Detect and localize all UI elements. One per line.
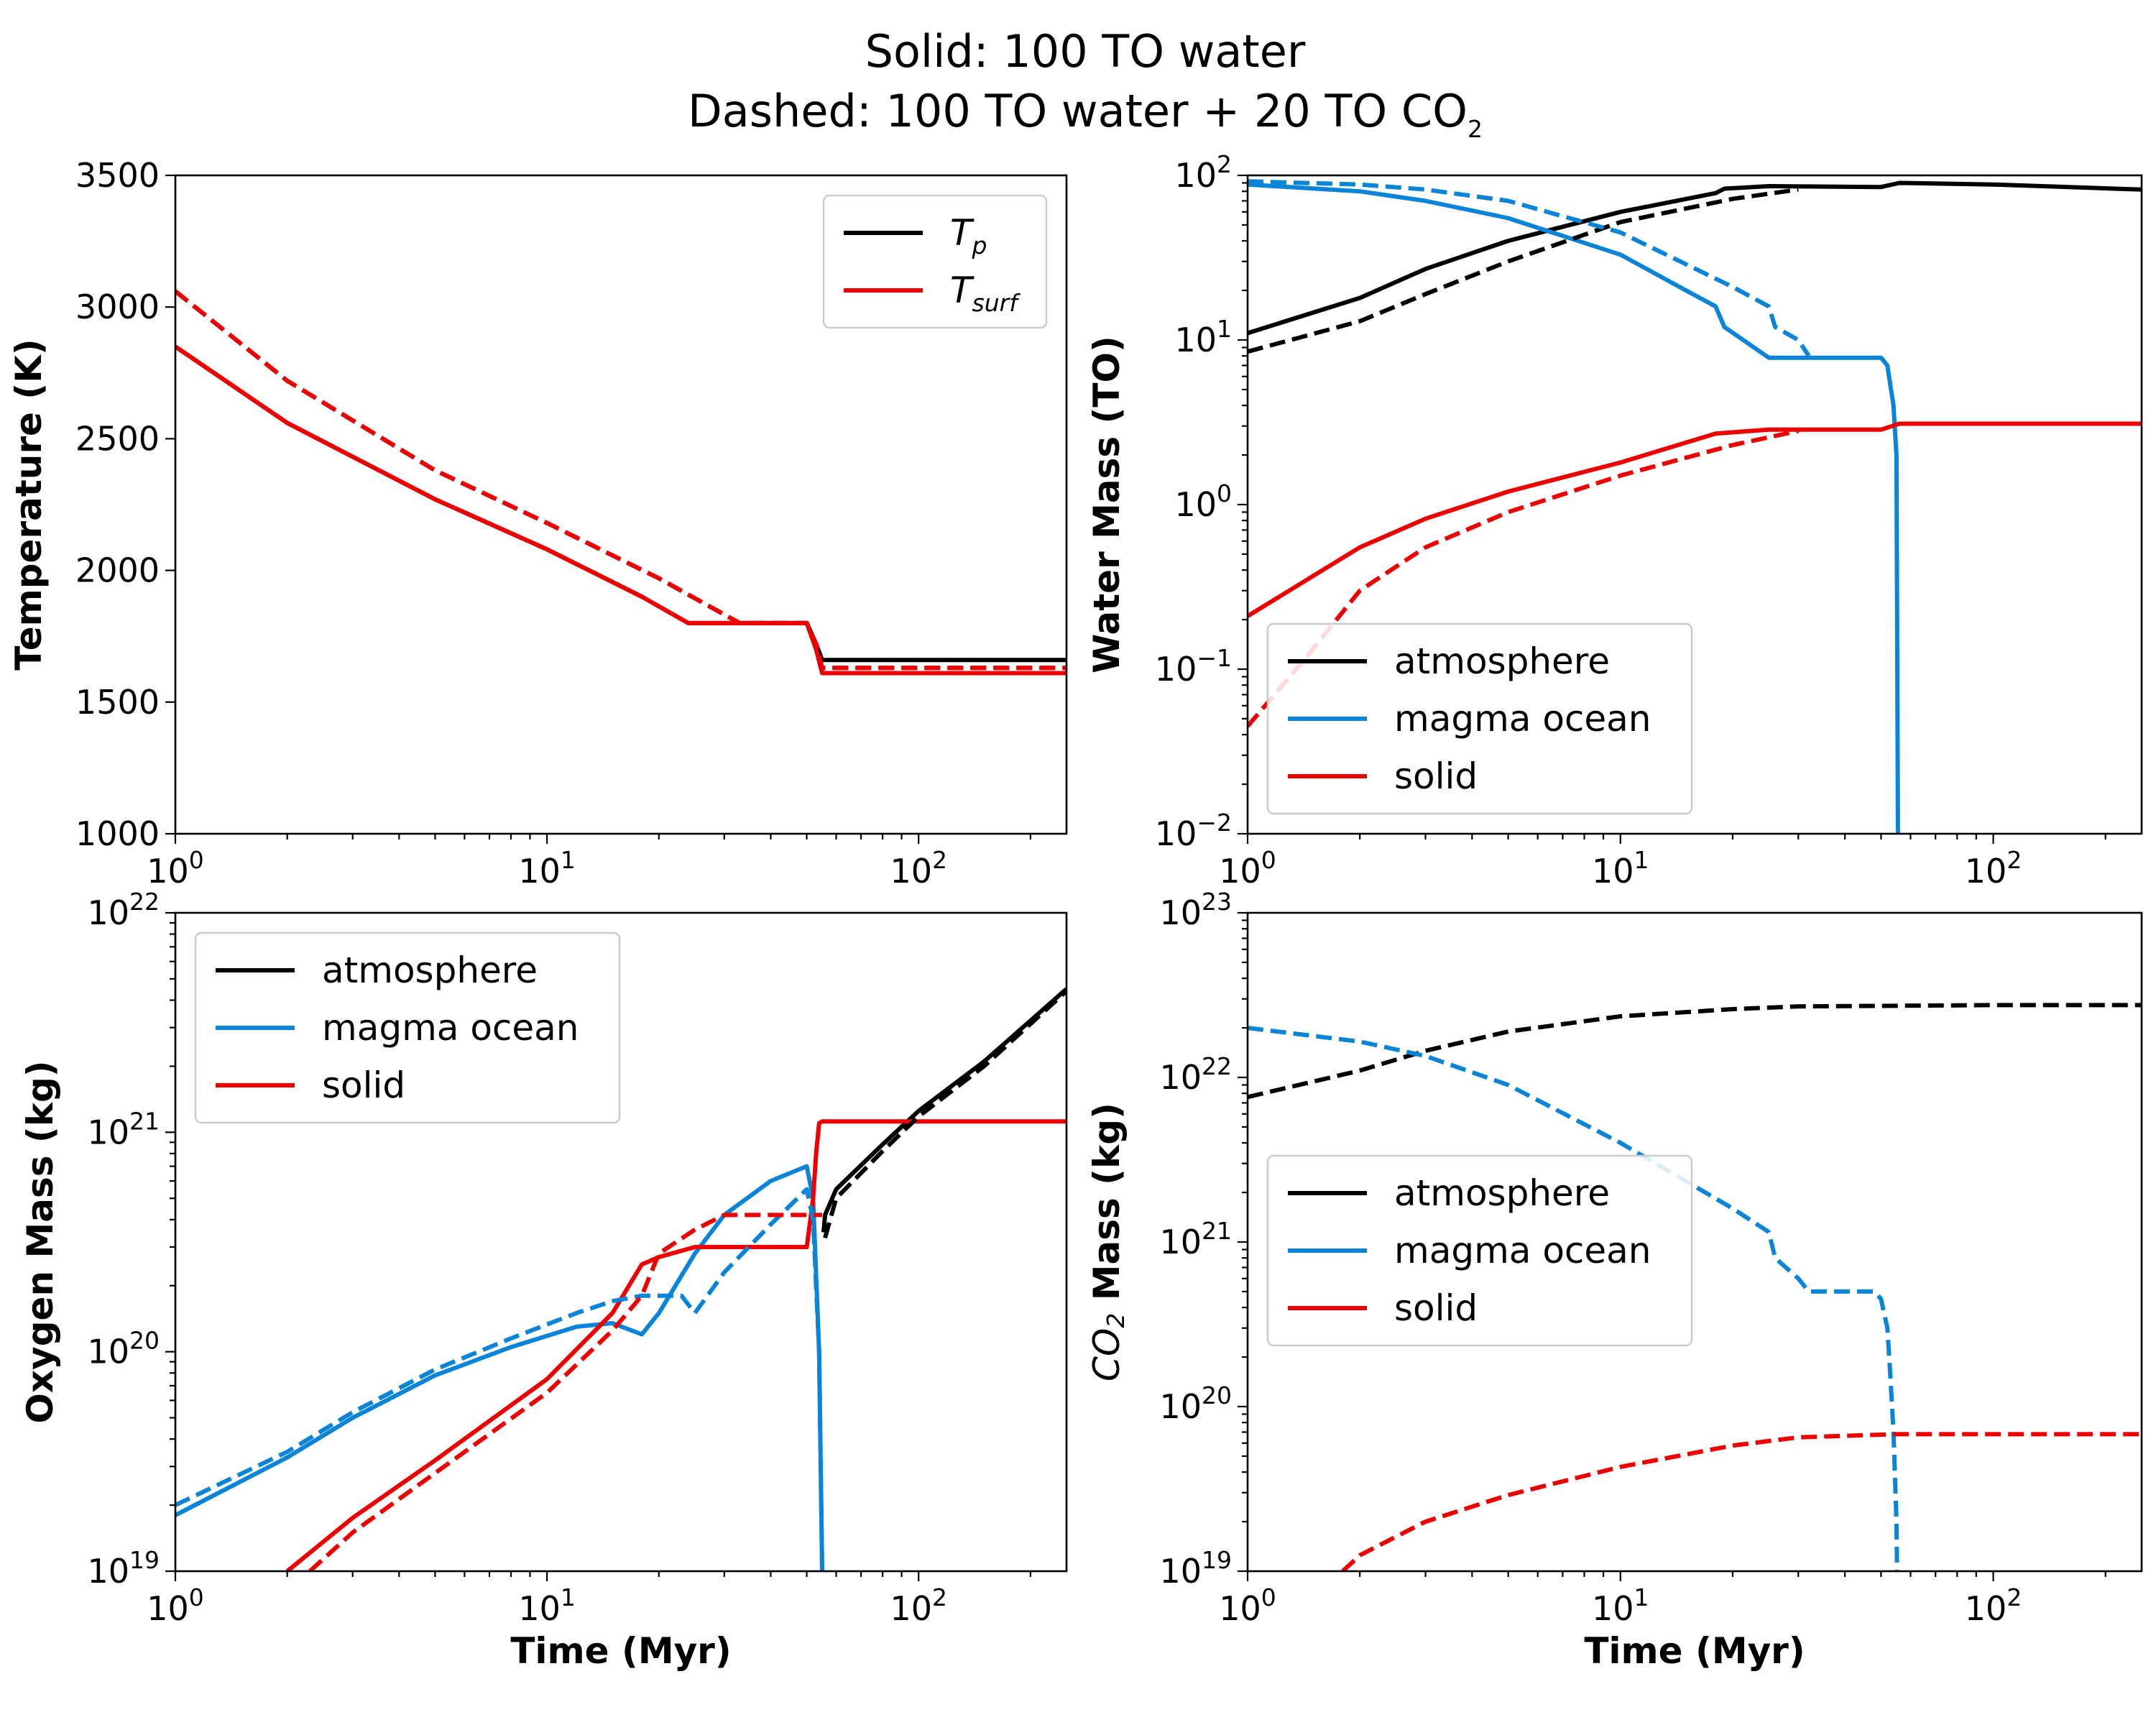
legend-label-tp: Tp [950,212,987,259]
y-tick-label: 1021 [87,1107,160,1151]
y-tick-label: 1023 [1159,888,1232,932]
legend: atmosphere magma ocean solid [1266,622,1693,815]
series-magma-ocean-co2 [1248,1026,1899,1571]
legend-label-magma-ocean: magma ocean [1394,698,1651,740]
y-tick-label: 102 [1174,150,1232,195]
x-axis-label: Time (Myr) [1584,1630,1805,1672]
axis-ticks: 100 101 102 1000 1500 2000 2500 3000 3500 [75,156,1031,891]
y-tick-label: 1019 [1159,1546,1232,1591]
y-tick-label: 3000 [75,288,160,326]
legend-frame [1266,1154,1693,1347]
axes-frame [174,911,1068,1573]
y-tick-label: 1500 [75,683,160,722]
legend-frame [822,194,1048,329]
legend-label-tsurf: Tsurf [950,270,1021,317]
legend-label-solid: solid [322,1064,405,1106]
series-group [175,289,1067,676]
axis-ticks: 100 101 102 1019 1020 1021 1022 1023 [1159,888,2106,1628]
panel-bottom-left: 100 101 102 1019 1020 1021 1022 Oxygen Mass (kg… [19,888,1068,1672]
y-axis-label: CO2 Mass (kg) [1086,1103,1130,1381]
legend-label-solid: solid [1394,755,1478,797]
legend-label-atmosphere: atmosphere [1394,1172,1610,1214]
series-magma-ocean [175,1164,824,1571]
x-tick-label: 102 [1965,1583,2022,1628]
y-tick-label: 101 [1174,315,1232,359]
legend-frame [194,932,621,1124]
y-tick-label: 10−2 [1155,809,1232,853]
series-atmosphere [821,987,1067,1233]
y-axis-label: Temperature (K) [8,339,50,671]
series-atmosphere-co2 [823,989,1067,1239]
series-t-p-co2 [175,289,1067,671]
y-tick-label: 2000 [75,551,160,590]
figure-title-line2-main: Dashed: 100 TO water + 20 TO CO [688,85,1468,137]
y-tick-label: 1022 [87,888,160,932]
figure-title-line1: Solid: 100 TO water [865,25,1306,78]
series-group [175,987,1067,1571]
y-tick-label: 1000 [75,814,160,853]
figure-title-line2-sub: 2 [1468,115,1483,143]
y-tick-label: 3500 [75,156,160,195]
x-tick-label: 102 [1965,846,2022,891]
y-tick-label: 2500 [75,419,160,458]
axes-frame [1246,911,2143,1573]
series-magma-ocean-co2 [175,1187,824,1571]
legend-label-atmosphere: atmosphere [1394,640,1610,682]
y-tick-label: 100 [1174,479,1232,524]
x-tick-label: 101 [1592,846,1649,891]
axes-frame [174,174,1068,835]
y-tick-label: 1021 [1159,1217,1232,1261]
y-tick-label: 10−1 [1155,644,1232,689]
series-t-surf-co2 [175,289,1067,671]
legend-frame [1266,622,1693,815]
y-tick-label: 1022 [1159,1052,1232,1097]
legend-label-magma-ocean: magma ocean [1394,1230,1651,1271]
y-axis-label: Water Mass (TO) [1086,336,1128,673]
x-tick-label: 100 [1219,846,1276,891]
x-tick-label: 102 [890,1583,947,1628]
x-tick-label: 101 [518,1583,576,1628]
panel-bottom-right: 100 101 102 1019 1020 1021 1022 1023 CO2 Mass (k… [1086,888,2143,1672]
axis-ticks: 100 101 102 1019 1020 1021 1022 [87,888,1031,1628]
series-solid [1248,421,2142,618]
series-group [1248,1003,2142,1571]
series-t-surf [175,344,1067,676]
legend-label-solid: solid [1394,1287,1478,1329]
x-tick-label: 100 [1219,1583,1276,1628]
y-tick-label: 1020 [1159,1381,1232,1426]
y-axis-label: Oxygen Mass (kg) [19,1060,61,1423]
legend-label-atmosphere: atmosphere [322,949,538,991]
legend: atmosphere magma ocean solid [194,932,621,1124]
series-magma-ocean [1248,182,1900,834]
series-atmosphere [1248,180,2142,336]
axes-frame [1246,174,2143,835]
legend-label-magma-ocean: magma ocean [322,1007,579,1049]
x-tick-label: 100 [147,1583,204,1628]
series-atmosphere-co2 [1248,187,1799,354]
x-tick-label: 102 [890,846,947,891]
x-axis-label: Time (Myr) [510,1630,731,1672]
series-solid-co2 [1341,1432,2142,1571]
series-atmosphere-co2 [1248,1003,2142,1100]
figure-title-line2: Dashed: 100 TO water + 20 TO CO2 [688,85,1483,143]
legend: Tp Tsurf [822,194,1048,329]
x-tick-label: 101 [1592,1583,1649,1628]
panel-top-right: 100 101 102 10−2 10−1 100 101 102 Water Mass (TO… [1086,150,2143,891]
series-magma-ocean-co2 [1248,179,1811,357]
legend: atmosphere magma ocean solid [1266,1154,1693,1347]
x-tick-label: 100 [147,846,204,891]
y-tick-label: 1020 [87,1327,160,1371]
axis-ticks: 100 101 102 10−2 10−1 100 101 102 [1155,150,2106,891]
panels: 100 101 102 1000 1500 2000 2500 3000 3500 Tempera… [8,150,2143,1672]
series-solid [285,1119,1067,1571]
y-tick-label: 1019 [87,1546,160,1591]
x-tick-label: 101 [518,846,576,891]
panel-top-left: 100 101 102 1000 1500 2000 2500 3000 3500 Tempera… [8,156,1068,891]
